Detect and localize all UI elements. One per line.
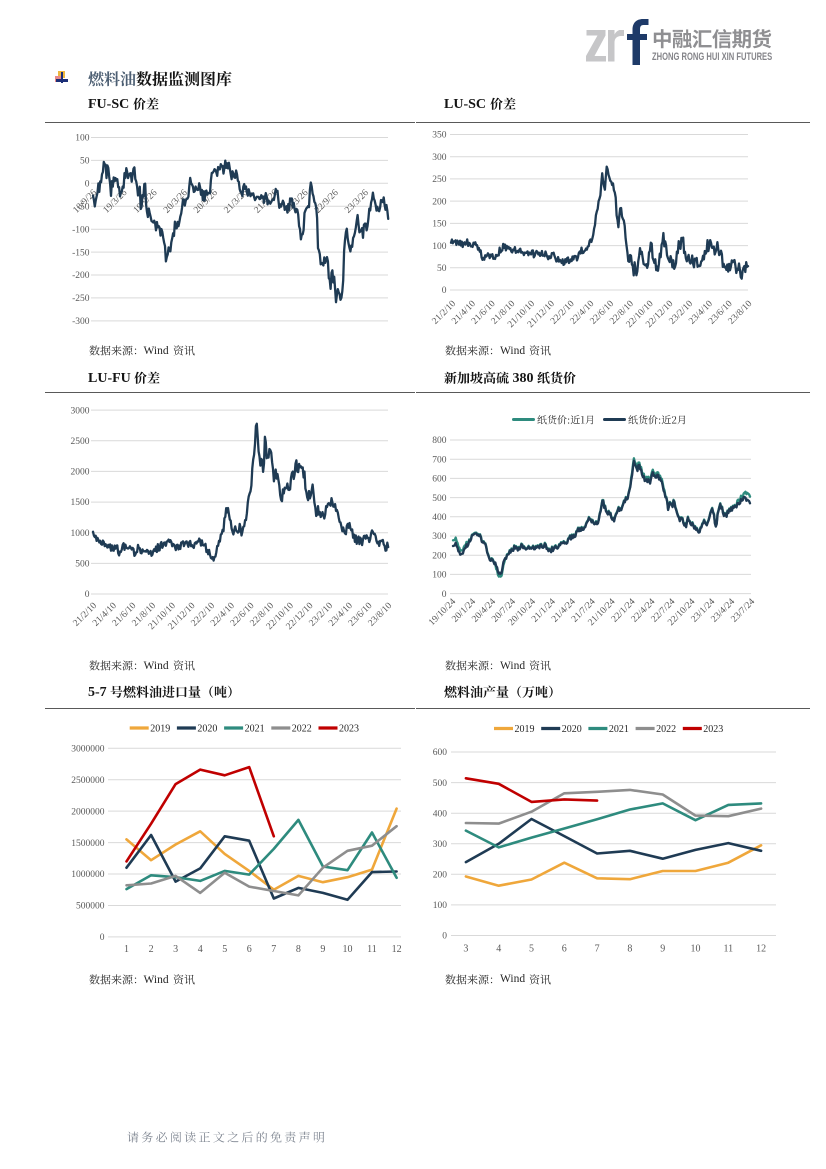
svg-text:400: 400 (432, 513, 447, 523)
svg-text:19/10/24: 19/10/24 (427, 597, 458, 628)
svg-text:-300: -300 (72, 317, 90, 327)
svg-text:600: 600 (432, 475, 447, 485)
svg-text:1000: 1000 (71, 529, 90, 539)
svg-text:0: 0 (442, 932, 447, 942)
svg-text:500: 500 (75, 560, 90, 570)
svg-text:500000: 500000 (76, 902, 105, 912)
svg-text:1: 1 (124, 944, 129, 955)
svg-text:2500000: 2500000 (71, 776, 105, 786)
svg-text:200: 200 (432, 197, 447, 207)
svg-text:11: 11 (723, 944, 733, 955)
svg-text:1500: 1500 (71, 498, 90, 508)
svg-text:8: 8 (296, 944, 301, 955)
svg-text:2: 2 (149, 944, 154, 955)
svg-text:3: 3 (173, 944, 178, 955)
svg-text:2020: 2020 (562, 724, 582, 735)
svg-text:9: 9 (660, 944, 665, 955)
svg-text:8: 8 (627, 944, 632, 955)
svg-text:7: 7 (595, 944, 600, 955)
svg-text:6: 6 (562, 944, 567, 955)
svg-text:2023: 2023 (339, 724, 359, 735)
svg-text:400: 400 (433, 809, 448, 819)
svg-text:3000: 3000 (71, 406, 90, 416)
svg-text:2021: 2021 (245, 724, 265, 735)
svg-text:1500000: 1500000 (71, 839, 105, 849)
svg-text:100: 100 (75, 134, 90, 144)
svg-text:2022: 2022 (292, 724, 312, 735)
svg-text:12: 12 (392, 944, 402, 955)
svg-text:4: 4 (496, 944, 501, 955)
svg-text:2000000: 2000000 (71, 807, 105, 817)
svg-text:800: 800 (432, 436, 447, 446)
svg-text:10: 10 (343, 944, 353, 955)
svg-text:500: 500 (433, 779, 448, 789)
svg-text:5: 5 (222, 944, 227, 955)
svg-text:6: 6 (247, 944, 252, 955)
svg-text:1000000: 1000000 (71, 870, 105, 880)
svg-text:2019: 2019 (515, 724, 535, 735)
svg-text:300: 300 (433, 840, 448, 850)
svg-text:0: 0 (100, 933, 105, 943)
svg-text:700: 700 (432, 455, 447, 465)
svg-text:2021: 2021 (609, 724, 629, 735)
svg-text:23/3/26: 23/3/26 (343, 188, 371, 216)
svg-text:150: 150 (432, 220, 447, 230)
svg-text:0: 0 (85, 590, 90, 600)
svg-text:0: 0 (442, 286, 447, 296)
svg-text:-100: -100 (72, 225, 90, 235)
svg-text:300: 300 (432, 532, 447, 542)
svg-text:250: 250 (432, 175, 447, 185)
svg-text:2022: 2022 (656, 724, 676, 735)
svg-text:100: 100 (432, 242, 447, 252)
svg-text:2023: 2023 (703, 724, 723, 735)
svg-text:300: 300 (432, 153, 447, 163)
svg-text:2500: 2500 (71, 437, 90, 447)
svg-text:200: 200 (433, 871, 448, 881)
svg-text:-50: -50 (77, 202, 90, 212)
svg-text:2019: 2019 (150, 724, 170, 735)
svg-text:0: 0 (85, 180, 90, 190)
svg-text:600: 600 (433, 748, 448, 758)
svg-text:2020: 2020 (197, 724, 217, 735)
svg-text:0: 0 (442, 590, 447, 600)
svg-text:11: 11 (367, 944, 377, 955)
svg-text:350: 350 (432, 131, 447, 141)
svg-text:9: 9 (320, 944, 325, 955)
svg-text:100: 100 (433, 901, 448, 911)
svg-text:3: 3 (463, 944, 468, 955)
svg-text:7: 7 (271, 944, 276, 955)
svg-text:-200: -200 (72, 271, 90, 281)
svg-text:-250: -250 (72, 294, 90, 304)
svg-text:-150: -150 (72, 248, 90, 258)
svg-text:4: 4 (198, 944, 203, 955)
svg-text:100: 100 (432, 571, 447, 581)
svg-text:19/3/26: 19/3/26 (102, 188, 130, 216)
svg-text:2000: 2000 (71, 468, 90, 478)
svg-text:3000000: 3000000 (71, 745, 105, 755)
svg-text:50: 50 (437, 264, 447, 274)
svg-text:200: 200 (432, 551, 447, 561)
svg-text:12: 12 (756, 944, 766, 955)
svg-text:50: 50 (80, 157, 90, 167)
svg-text:500: 500 (432, 494, 447, 504)
svg-text:10: 10 (691, 944, 701, 955)
svg-text:5: 5 (529, 944, 534, 955)
